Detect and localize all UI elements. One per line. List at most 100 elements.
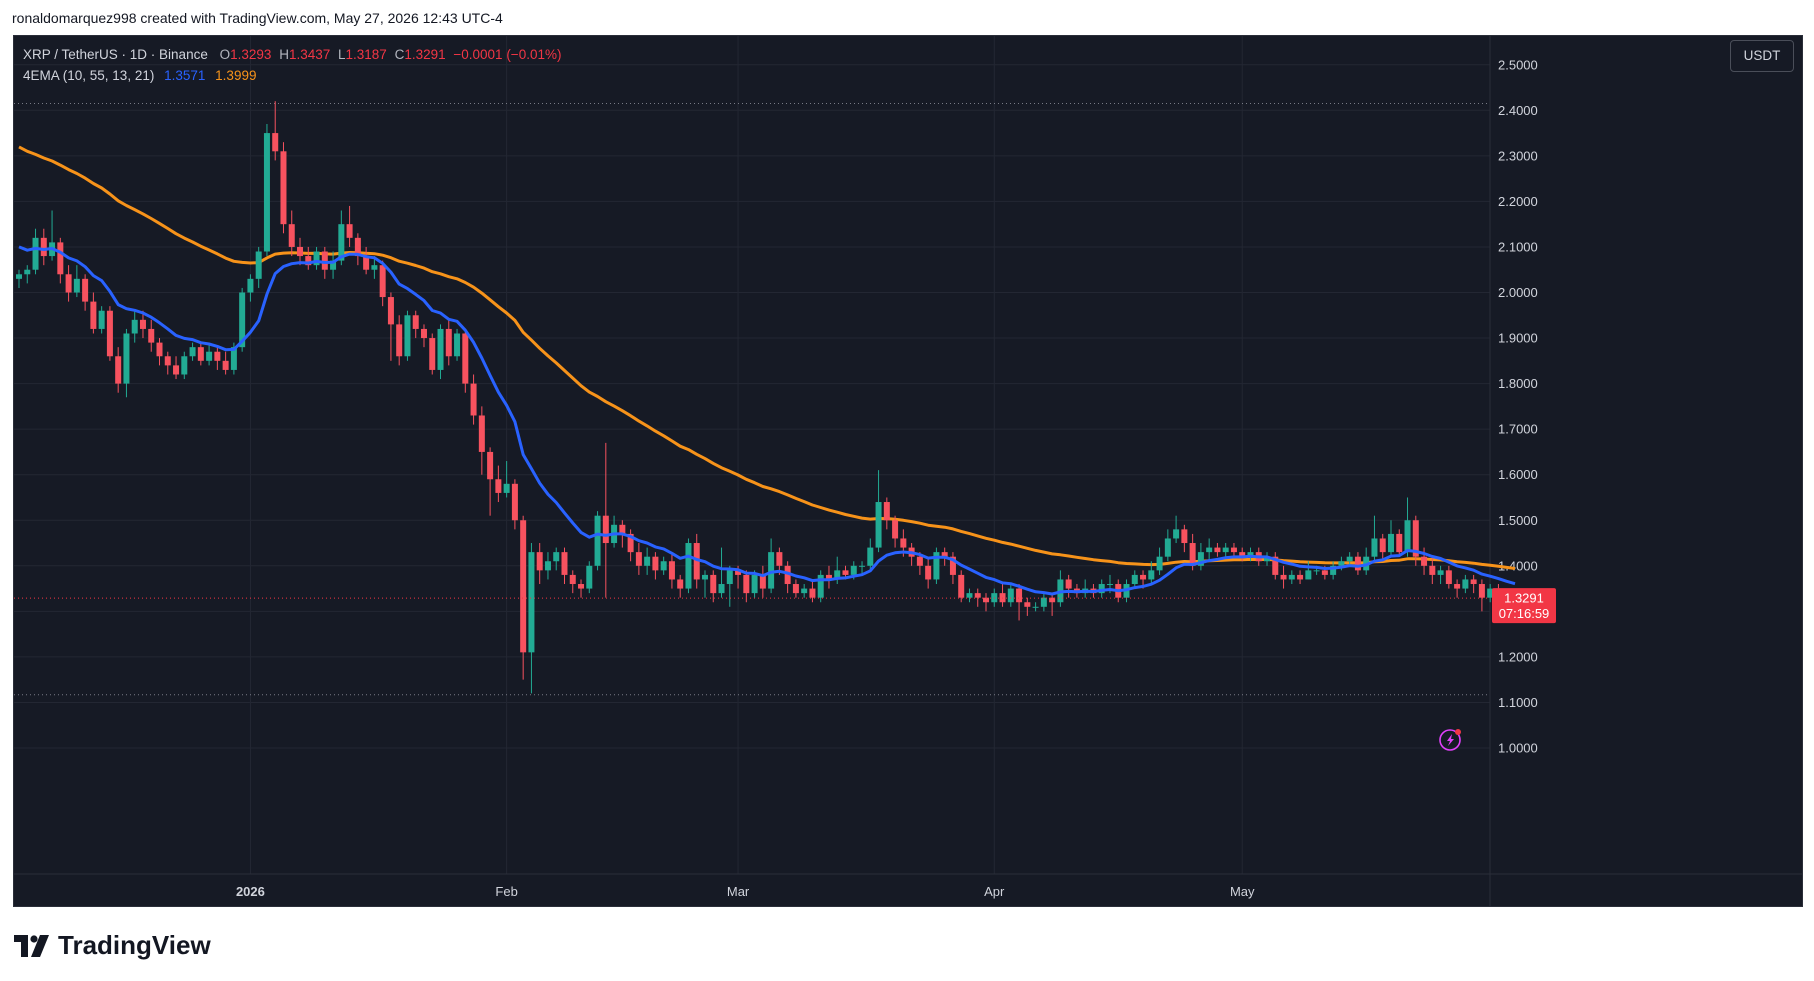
- candle-body: [974, 593, 981, 598]
- y-tick-label: 1.2000: [1498, 649, 1538, 664]
- candle-body: [701, 574, 708, 580]
- candle-body: [1396, 533, 1403, 553]
- candle-body: [40, 237, 47, 257]
- candle-body: [98, 310, 105, 329]
- candle-body: [536, 552, 543, 571]
- candle-body: [24, 269, 31, 275]
- y-tick-label: 1.5000: [1498, 513, 1538, 528]
- x-tick-label: 2026: [236, 884, 265, 899]
- candle-body: [1230, 547, 1237, 553]
- candle-body: [412, 315, 419, 329]
- ema-slow-value: 1.3999: [215, 68, 257, 83]
- candle-body: [511, 483, 518, 521]
- candle-body: [1247, 552, 1254, 557]
- candle-body: [478, 415, 485, 452]
- candle-body: [1305, 570, 1312, 580]
- candle-body: [1429, 565, 1436, 575]
- candle-body: [949, 556, 956, 575]
- lightning-icon[interactable]: [1439, 729, 1461, 751]
- candle-body: [1040, 597, 1047, 607]
- price-chart[interactable]: 1.00001.10001.20001.30001.40001.50001.60…: [14, 36, 1802, 906]
- candle-body: [867, 547, 874, 566]
- candle-body: [1206, 547, 1213, 553]
- candle-body: [1421, 556, 1428, 566]
- candle-body: [1239, 552, 1246, 557]
- currency-button[interactable]: USDT: [1730, 40, 1794, 72]
- candle-body: [1288, 574, 1295, 580]
- candle-body: [1098, 584, 1105, 594]
- candle-body: [1313, 570, 1320, 572]
- y-tick-label: 2.3000: [1498, 148, 1538, 163]
- candle-body: [230, 347, 237, 370]
- candle-body: [668, 561, 675, 580]
- candle-body: [834, 570, 841, 580]
- candle-body: [65, 274, 72, 293]
- candle-body: [768, 552, 775, 589]
- symbol-title[interactable]: XRP / TetherUS · 1D · Binance: [23, 47, 208, 62]
- low-value: 1.3187: [345, 47, 387, 62]
- candle-body: [90, 301, 97, 329]
- candle-body: [859, 565, 866, 567]
- candle-body: [1354, 556, 1361, 571]
- candle-body: [718, 584, 725, 594]
- candle-body: [1032, 606, 1039, 608]
- candle-body: [255, 251, 262, 279]
- candle-body: [1173, 529, 1180, 539]
- candle-body: [206, 351, 213, 361]
- candle-body: [850, 565, 857, 575]
- candle-body: [1387, 533, 1394, 553]
- candle-body: [32, 237, 39, 270]
- candle-body: [214, 351, 221, 361]
- candle-body: [644, 556, 651, 566]
- candle-body: [1016, 588, 1023, 603]
- candle-body: [1454, 584, 1461, 589]
- candle-body: [776, 552, 783, 566]
- y-tick-label: 2.1000: [1498, 239, 1538, 254]
- candle-body: [1470, 579, 1477, 585]
- candle-body: [677, 579, 684, 589]
- y-tick-label: 1.4000: [1498, 558, 1538, 573]
- candle-body: [569, 574, 576, 585]
- open-label: O: [219, 47, 231, 62]
- ema-fast-line: [18, 245, 1516, 596]
- y-tick-label: 2.2000: [1498, 194, 1538, 209]
- candle-body: [925, 565, 932, 580]
- candle-body: [404, 315, 411, 357]
- candle-body: [1140, 574, 1147, 580]
- chart-legend: XRP / TetherUS · 1D · Binance O1.3293 H1…: [23, 44, 561, 86]
- candle-body: [396, 324, 403, 357]
- close-label: C: [394, 47, 405, 62]
- candle-body: [933, 552, 940, 580]
- candle-body: [726, 570, 733, 585]
- candle-body: [156, 342, 163, 357]
- candle-body: [263, 133, 270, 252]
- candle-body: [115, 356, 122, 384]
- countdown-text: 07:16:59: [1499, 606, 1550, 621]
- candle-body: [197, 347, 204, 361]
- y-tick-label: 2.0000: [1498, 285, 1538, 300]
- y-tick-label: 1.1000: [1498, 695, 1538, 710]
- candle-body: [958, 574, 965, 598]
- candle-body: [561, 552, 568, 575]
- candle-body: [553, 552, 560, 562]
- candle-body: [1404, 520, 1411, 553]
- candle-body: [1371, 538, 1378, 557]
- indicator-name[interactable]: 4EMA (10, 55, 13, 21): [23, 68, 155, 83]
- y-tick-label: 2.5000: [1498, 57, 1538, 72]
- candle-body: [1346, 556, 1353, 562]
- candle-body: [371, 265, 378, 270]
- candle-body: [1131, 574, 1138, 585]
- candle-body: [900, 538, 907, 548]
- candle-body: [1412, 520, 1419, 557]
- tradingview-branding[interactable]: TradingView: [14, 930, 211, 961]
- candle-body: [305, 256, 312, 266]
- symbol-legend-row: XRP / TetherUS · 1D · Binance O1.3293 H1…: [23, 44, 561, 65]
- candle-body: [73, 278, 80, 293]
- y-tick-label: 1.6000: [1498, 467, 1538, 482]
- candle-body: [941, 552, 948, 557]
- candle-body: [520, 520, 527, 653]
- chart-panel[interactable]: 1.00001.10001.20001.30001.40001.50001.60…: [13, 35, 1803, 907]
- candle-body: [710, 574, 717, 594]
- candle-body: [164, 356, 171, 366]
- x-tick-label: May: [1230, 884, 1255, 899]
